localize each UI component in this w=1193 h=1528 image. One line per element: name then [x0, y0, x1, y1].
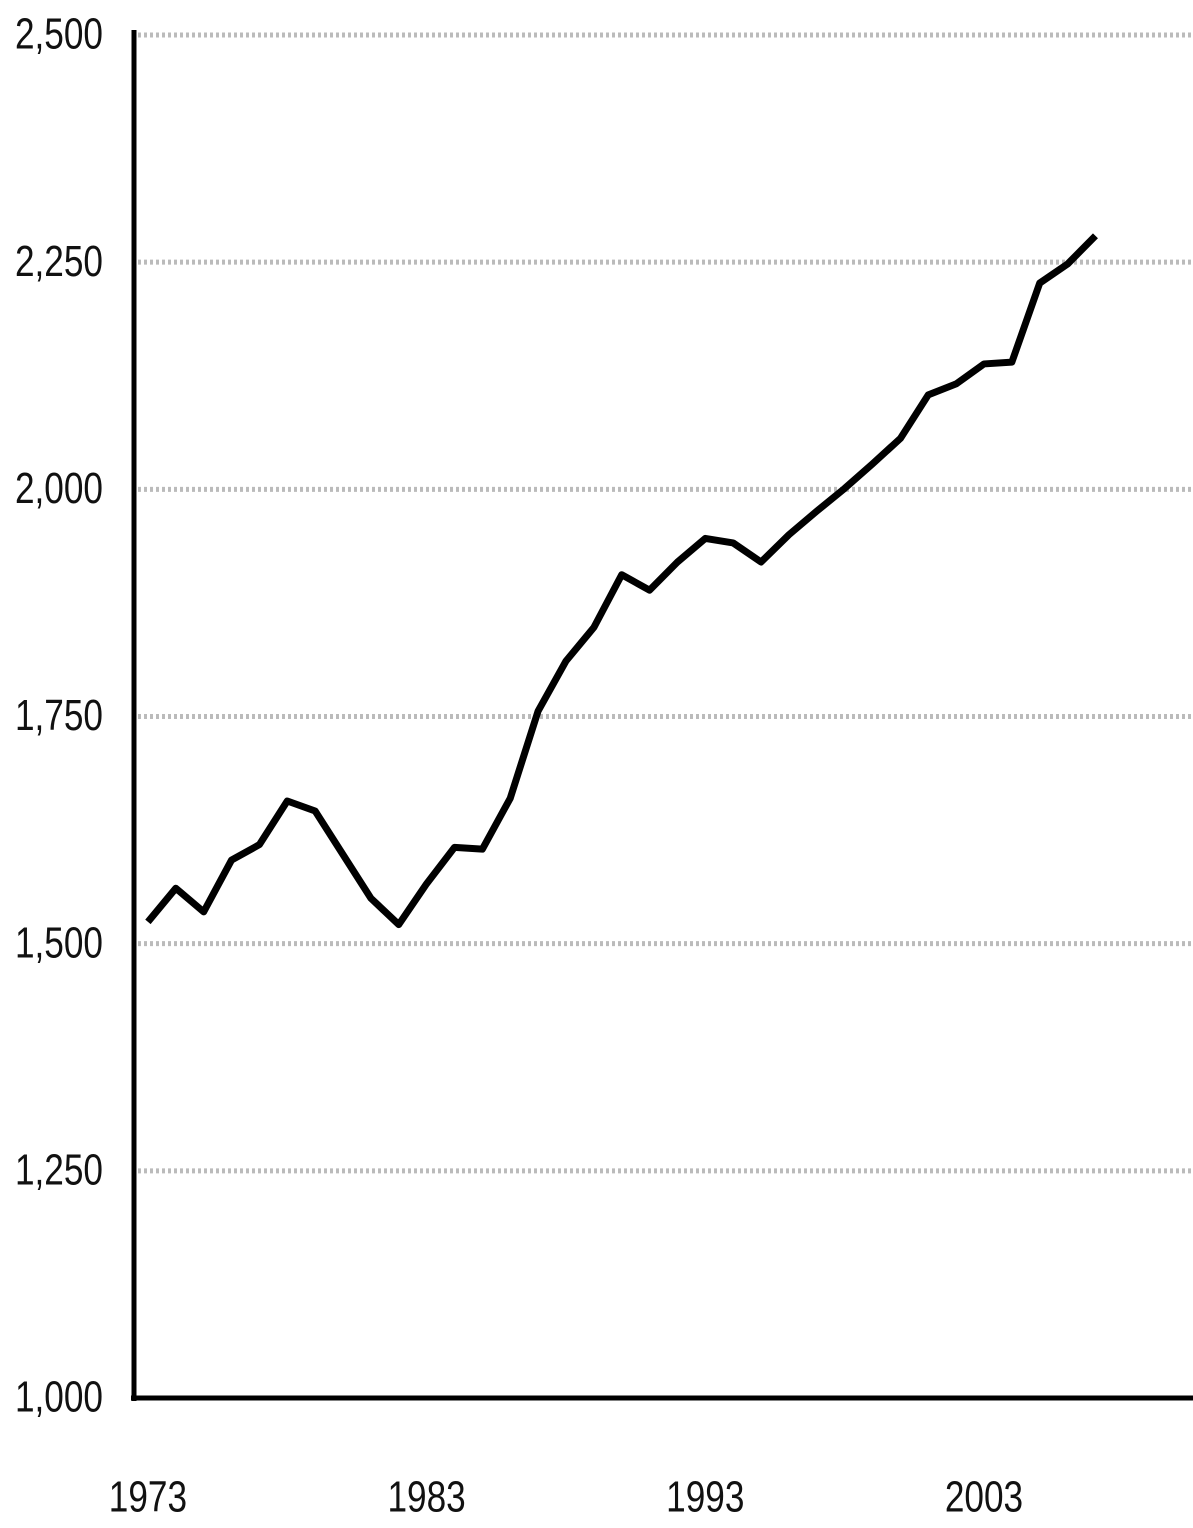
x-tick-label: 1993: [666, 1473, 744, 1522]
x-tick-label: 1973: [109, 1473, 187, 1522]
y-tick-label: 1,500: [15, 919, 103, 968]
x-tick-label: 1983: [387, 1473, 465, 1522]
y-tick-label: 2,250: [15, 237, 103, 286]
y-tick-label: 1,750: [15, 691, 103, 740]
y-tick-label: 1,000: [15, 1373, 103, 1422]
y-tick-label: 2,500: [15, 10, 103, 59]
line: [145, 233, 1098, 929]
x-tick-label: 2003: [945, 1473, 1023, 1522]
y-tick-label: 1,250: [15, 1146, 103, 1195]
y-tick-label: 2,000: [15, 464, 103, 513]
